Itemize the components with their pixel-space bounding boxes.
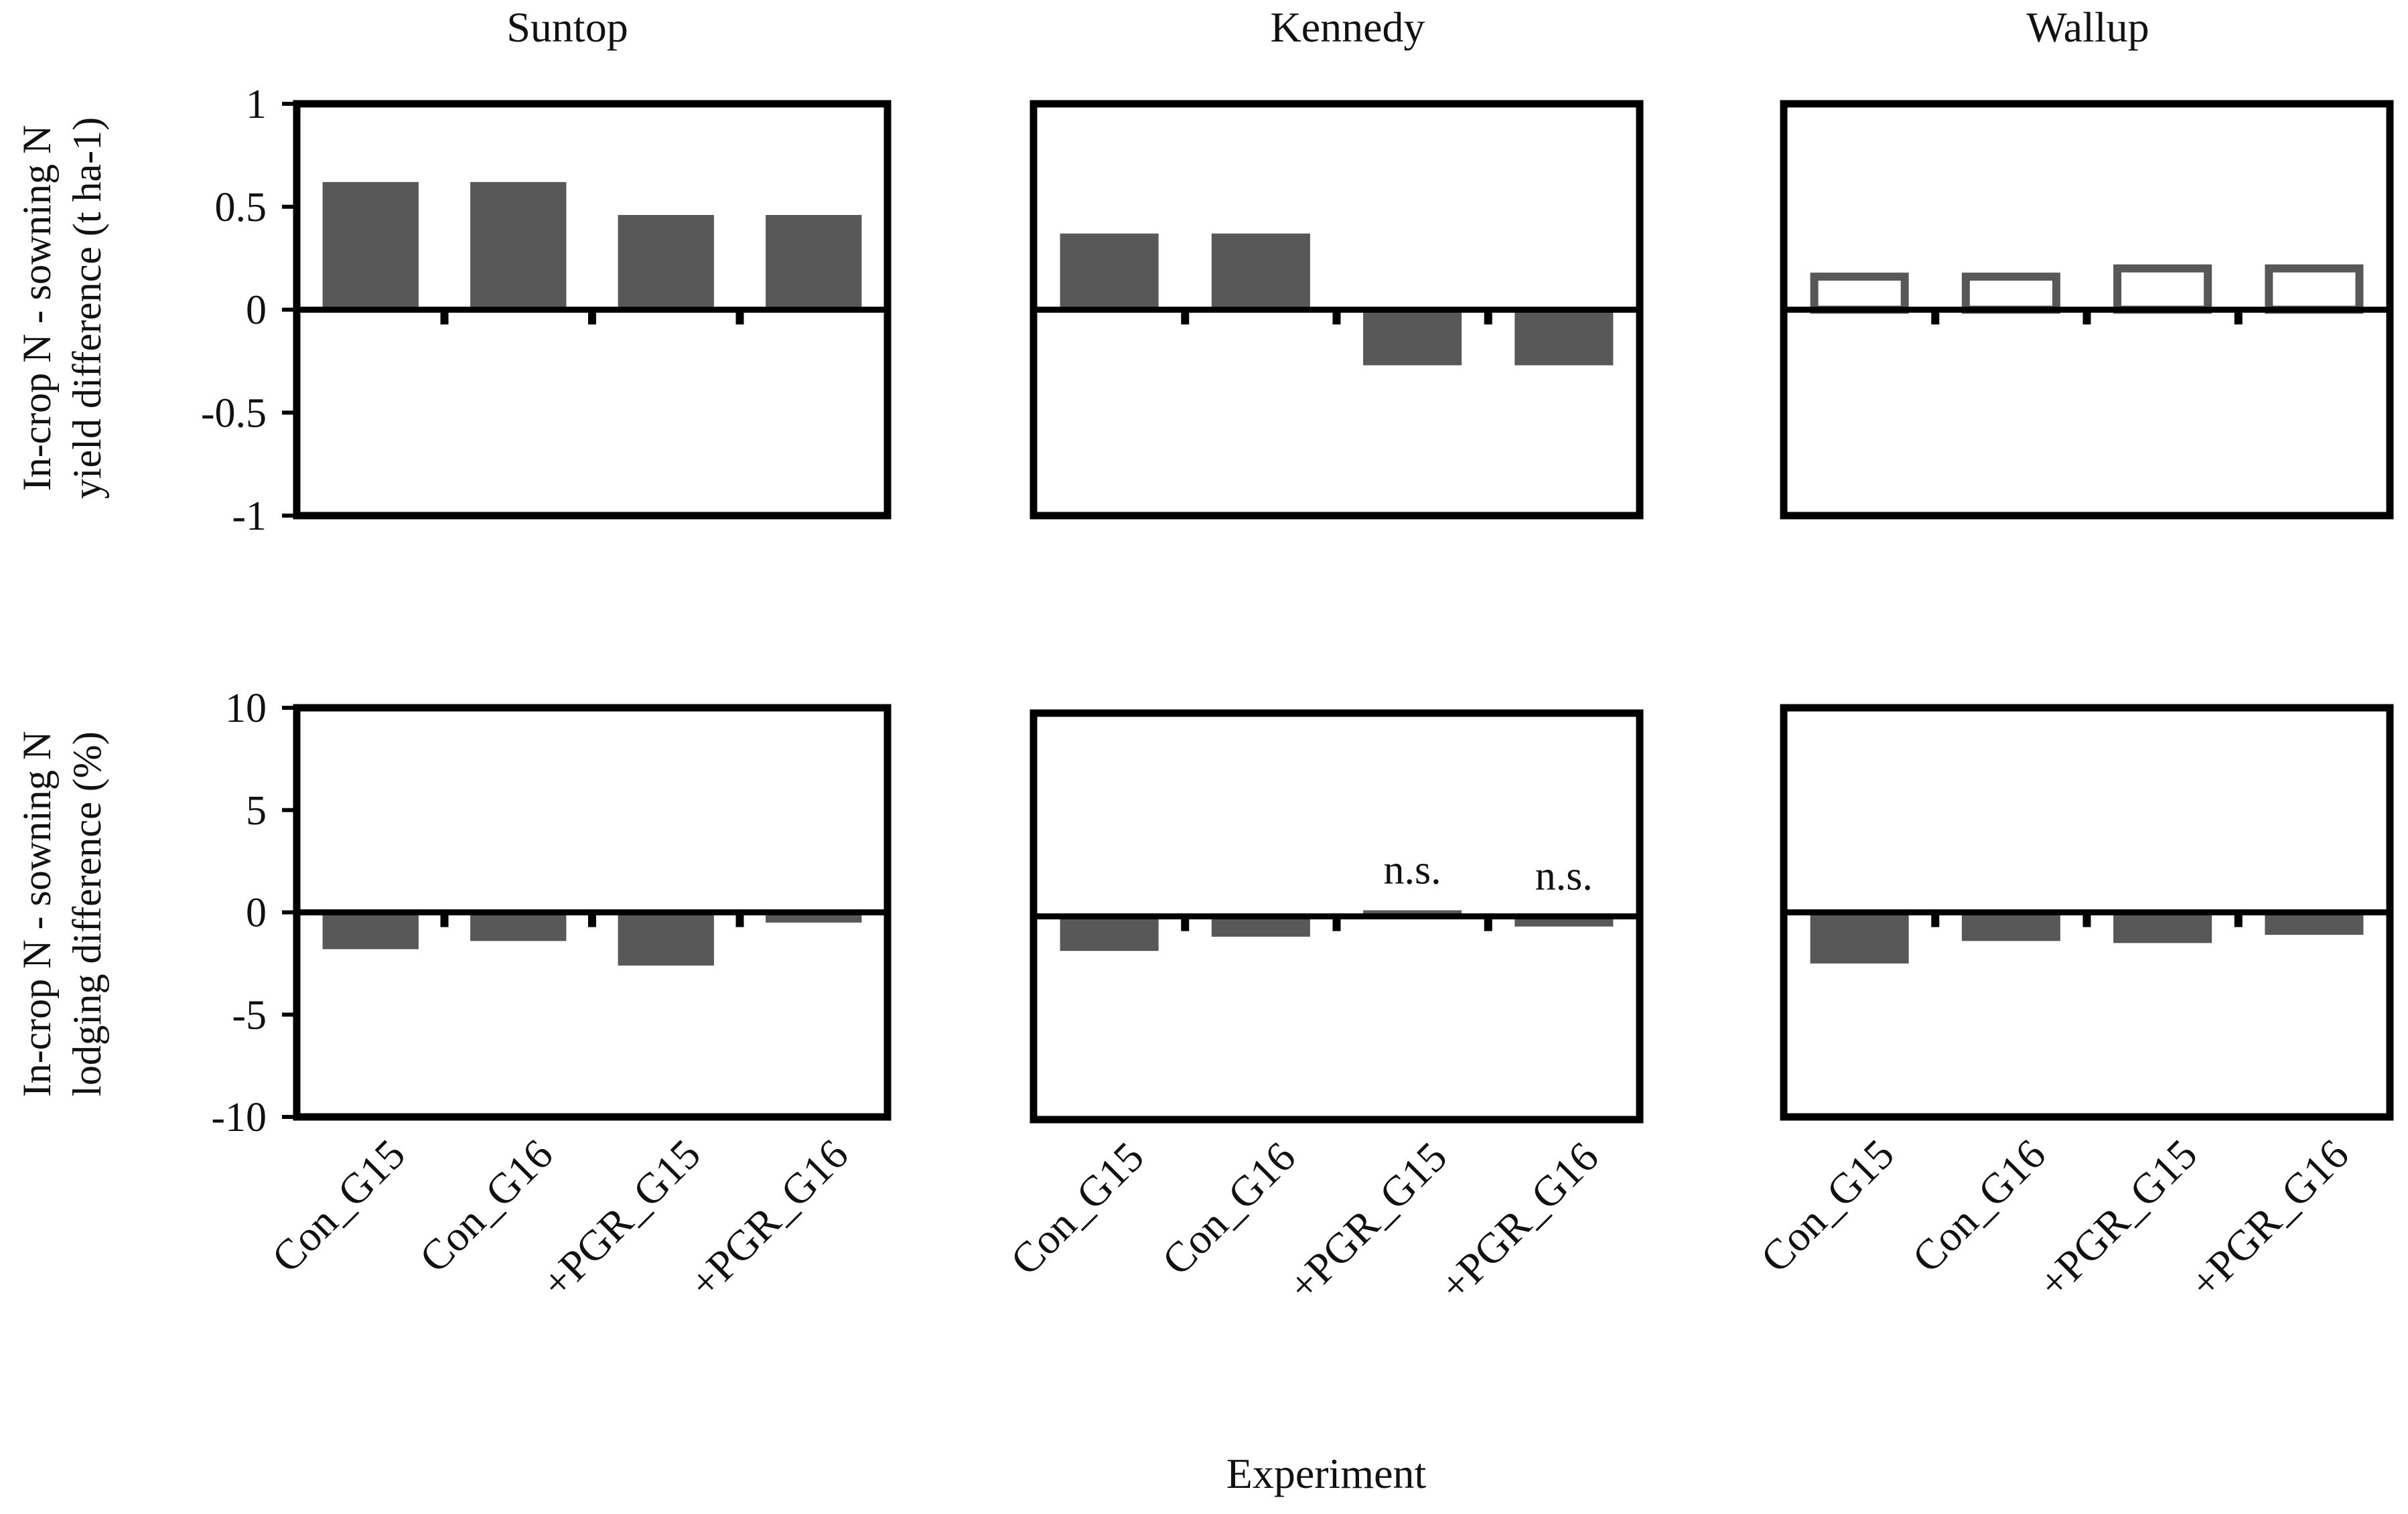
bar-1 [1060, 233, 1159, 310]
panel-frame [1780, 100, 2394, 520]
panel-frame [1780, 704, 2394, 1121]
bar-3 [618, 912, 714, 966]
y-tick-label: 0 [246, 288, 267, 333]
bar-1 [322, 912, 419, 950]
bar-4 [766, 215, 862, 310]
y-tick-label: -5 [232, 992, 267, 1038]
column-title-suntop: Suntop [506, 3, 628, 51]
panel-frame [1030, 709, 1644, 1124]
bar-2 [470, 912, 567, 941]
lodging-axis-label-line2: lodging difference (%) [65, 731, 109, 1096]
bar-3 [1363, 309, 1462, 366]
column-title-wallup: Wallup [2026, 3, 2149, 51]
annotation-ns: n.s. [1384, 847, 1441, 893]
bar-4 [2265, 912, 2364, 935]
x-axis-title: Experiment [1226, 1450, 1427, 1497]
panel-kennedy-yield [1030, 100, 1644, 520]
bar-2 [1961, 912, 2060, 941]
bar-2 [470, 181, 567, 310]
bar-4 [1514, 309, 1614, 366]
y-tick-label: 5 [246, 788, 267, 834]
bar-3 [618, 215, 714, 310]
y-tick-label: -0.5 [201, 390, 267, 436]
column-title-kennedy: Kennedy [1270, 3, 1425, 51]
bar-3 [1363, 910, 1462, 917]
bar-2 [1211, 233, 1310, 310]
panel-suntop-yield: 1 0.5 0 -0.5 -1 [201, 82, 892, 539]
bar-1 [322, 181, 419, 310]
y-tick-label: 10 [225, 686, 267, 731]
y-tick-label: 0 [246, 891, 267, 936]
yield-axis-label-line1: In-crop N - sowning N [15, 125, 59, 491]
bar-3 [2113, 912, 2212, 943]
y-tick-label: -1 [232, 494, 267, 539]
panel-frame [1030, 100, 1644, 520]
bar-2 [1211, 916, 1310, 937]
yield-axis-label-line2: yield difference (t ha-1) [65, 117, 109, 499]
y-tick-label: -10 [211, 1095, 267, 1140]
bar-1 [1060, 916, 1159, 952]
y-tick-label: 1 [246, 82, 267, 127]
lodging-axis-label-line1: In-crop N - sowning N [15, 731, 59, 1097]
bar-1 [1810, 912, 1909, 964]
panel-wallup-yield [1780, 100, 2394, 520]
annotation-ns: n.s. [1535, 854, 1593, 899]
y-tick-label: 0.5 [215, 185, 267, 230]
